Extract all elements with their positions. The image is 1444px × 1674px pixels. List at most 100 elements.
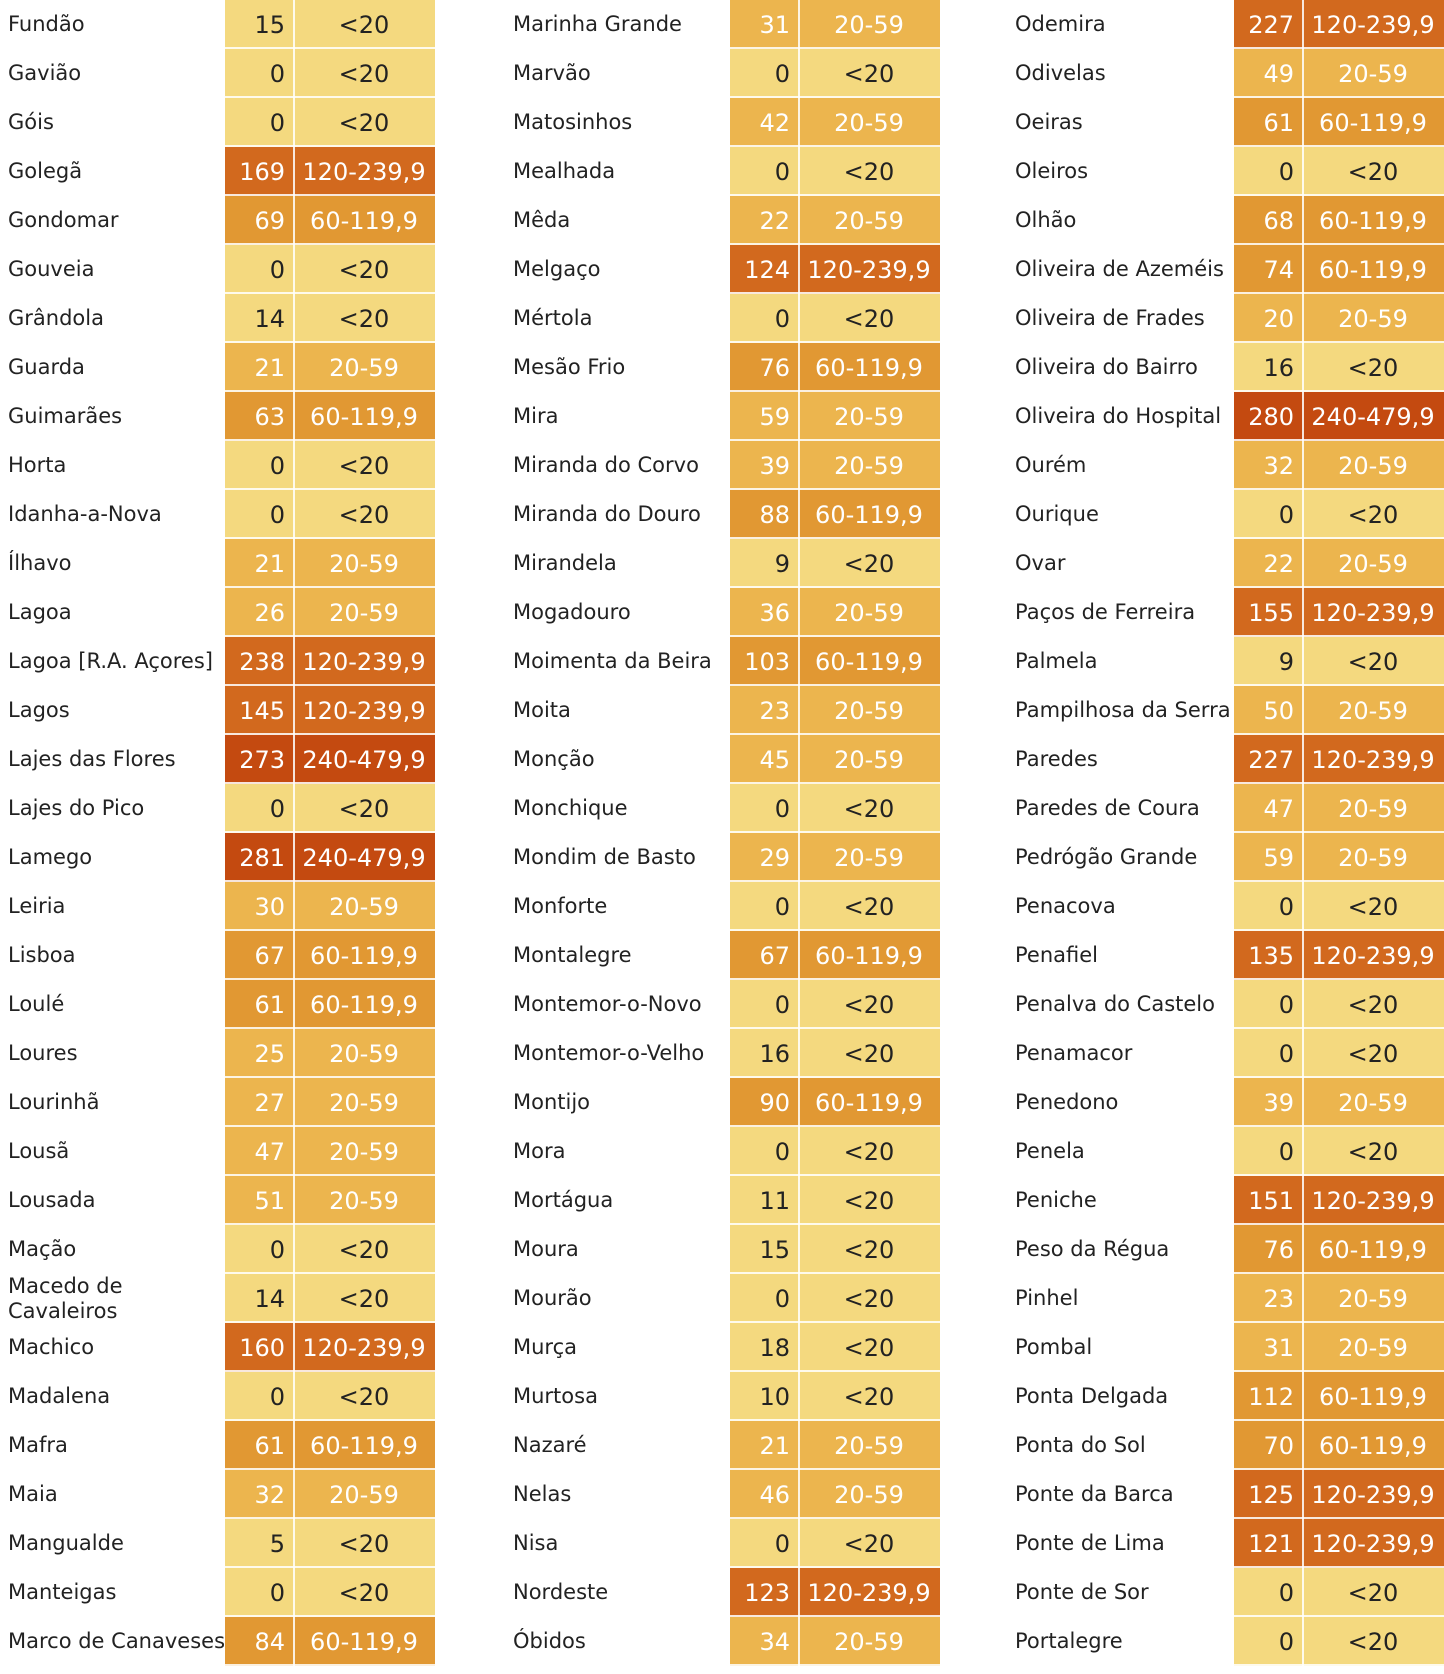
incidence-category: 60-119,9 <box>1302 196 1444 245</box>
table-row: Oliveira de Azeméis 74 60-119,9 <box>1007 245 1444 294</box>
incidence-category: 20-59 <box>798 0 940 49</box>
municipality-name: Macedo de Cavaleiros <box>8 1273 123 1323</box>
incidence-category: 120-239,9 <box>1302 931 1444 980</box>
case-count: 47 <box>225 1127 293 1176</box>
case-count: 49 <box>1234 49 1302 98</box>
case-count: 0 <box>225 784 293 833</box>
municipality-name: Portalegre <box>1015 1629 1123 1653</box>
case-count: 32 <box>225 1470 293 1519</box>
table-row: Monforte 0 <20 <box>505 882 940 931</box>
table-row: Monchique 0 <20 <box>505 784 940 833</box>
case-count: 0 <box>225 98 293 147</box>
table-row: Mora 0 <20 <box>505 1127 940 1176</box>
incidence-category: 20-59 <box>798 686 940 735</box>
case-count: 9 <box>1234 637 1302 686</box>
incidence-category: 120-239,9 <box>293 686 435 735</box>
case-count: 46 <box>730 1470 798 1519</box>
incidence-category: 120-239,9 <box>293 147 435 196</box>
table-row: Leiria 30 20-59 <box>0 882 435 931</box>
municipality-name: Guimarães <box>8 404 123 428</box>
municipality-name: Moita <box>513 698 571 722</box>
case-count: 67 <box>730 931 798 980</box>
case-count: 103 <box>730 637 798 686</box>
table-row: Ponta do Sol 70 60-119,9 <box>1007 1421 1444 1470</box>
municipality-name: Mourão <box>513 1286 592 1310</box>
table-row: Melgaço 124 120-239,9 <box>505 245 940 294</box>
case-count: 22 <box>1234 539 1302 588</box>
table-row: Penela 0 <20 <box>1007 1127 1444 1176</box>
municipality-name: Leiria <box>8 894 66 918</box>
municipality-name: Oliveira do Bairro <box>1015 355 1198 379</box>
municipality-name: Horta <box>8 453 67 477</box>
case-count: 15 <box>730 1225 798 1274</box>
table-row: Idanha-a-Nova 0 <20 <box>0 490 435 539</box>
case-count: 11 <box>730 1176 798 1225</box>
incidence-category: 20-59 <box>293 1470 435 1519</box>
table-row: Penamacor 0 <20 <box>1007 1029 1444 1078</box>
incidence-category: 60-119,9 <box>293 196 435 245</box>
municipality-name: Ponta Delgada <box>1015 1384 1169 1408</box>
municipality-name: Marinha Grande <box>513 12 682 36</box>
case-count: 90 <box>730 1078 798 1127</box>
table-row: Manteigas 0 <20 <box>0 1568 435 1617</box>
table-row: Ponte de Lima 121 120-239,9 <box>1007 1519 1444 1568</box>
municipality-name: Monção <box>513 747 595 771</box>
municipality-name: Montemor-o-Velho <box>513 1041 705 1065</box>
incidence-category: <20 <box>798 1274 940 1323</box>
incidence-category: <20 <box>1302 343 1444 392</box>
incidence-category: 20-59 <box>293 343 435 392</box>
municipality-name: Ourique <box>1015 502 1099 526</box>
table-row: Penedono 39 20-59 <box>1007 1078 1444 1127</box>
municipality-name: Paredes de Coura <box>1015 796 1200 820</box>
case-count: 61 <box>225 980 293 1029</box>
municipality-name: Oliveira de Azeméis <box>1015 257 1224 281</box>
table-row: Ílhavo 21 20-59 <box>0 539 435 588</box>
incidence-category: <20 <box>1302 637 1444 686</box>
case-count: 76 <box>730 343 798 392</box>
municipality-name: Madalena <box>8 1384 111 1408</box>
incidence-category: 120-239,9 <box>293 637 435 686</box>
case-count: 23 <box>1234 1274 1302 1323</box>
case-count: 121 <box>1234 1519 1302 1568</box>
case-count: 155 <box>1234 588 1302 637</box>
case-count: 61 <box>225 1421 293 1470</box>
municipality-name: Lagoa <box>8 600 72 624</box>
incidence-category: 60-119,9 <box>1302 1372 1444 1421</box>
case-count: 16 <box>1234 343 1302 392</box>
case-count: 0 <box>1234 980 1302 1029</box>
case-count: 20 <box>1234 294 1302 343</box>
incidence-category: 20-59 <box>798 1617 940 1666</box>
municipality-name: Pedrógão Grande <box>1015 845 1198 869</box>
municipality-name: Machico <box>8 1335 95 1359</box>
case-count: 151 <box>1234 1176 1302 1225</box>
case-count: 123 <box>730 1568 798 1617</box>
incidence-category: <20 <box>798 882 940 931</box>
table-row: Mesão Frio 76 60-119,9 <box>505 343 940 392</box>
incidence-category: 60-119,9 <box>1302 1225 1444 1274</box>
case-count: 9 <box>730 539 798 588</box>
municipality-name: Paredes <box>1015 747 1098 771</box>
case-count: 160 <box>225 1323 293 1372</box>
municipality-name: Loures <box>8 1041 78 1065</box>
municipality-name: Penela <box>1015 1139 1085 1163</box>
table-row: Oleiros 0 <20 <box>1007 147 1444 196</box>
table-row: Oliveira do Hospital 280 240-479,9 <box>1007 392 1444 441</box>
incidence-category: 60-119,9 <box>293 1617 435 1666</box>
municipality-name: Lagos <box>8 698 70 722</box>
incidence-category: 20-59 <box>1302 294 1444 343</box>
table-row: Mirandela 9 <20 <box>505 539 940 588</box>
table-row: Mêda 22 20-59 <box>505 196 940 245</box>
municipality-name: Mação <box>8 1237 77 1261</box>
incidence-category: 20-59 <box>798 1421 940 1470</box>
table-row: Odemira 227 120-239,9 <box>1007 0 1444 49</box>
table-row: Lagos 145 120-239,9 <box>0 686 435 735</box>
incidence-category: 120-239,9 <box>293 1323 435 1372</box>
case-count: 0 <box>730 294 798 343</box>
table-row: Moita 23 20-59 <box>505 686 940 735</box>
table-row: Lousada 51 20-59 <box>0 1176 435 1225</box>
incidence-category: <20 <box>798 1225 940 1274</box>
case-count: 0 <box>1234 882 1302 931</box>
table-row: Óbidos 34 20-59 <box>505 1617 940 1666</box>
incidence-category: 20-59 <box>798 833 940 882</box>
incidence-category: 60-119,9 <box>293 392 435 441</box>
